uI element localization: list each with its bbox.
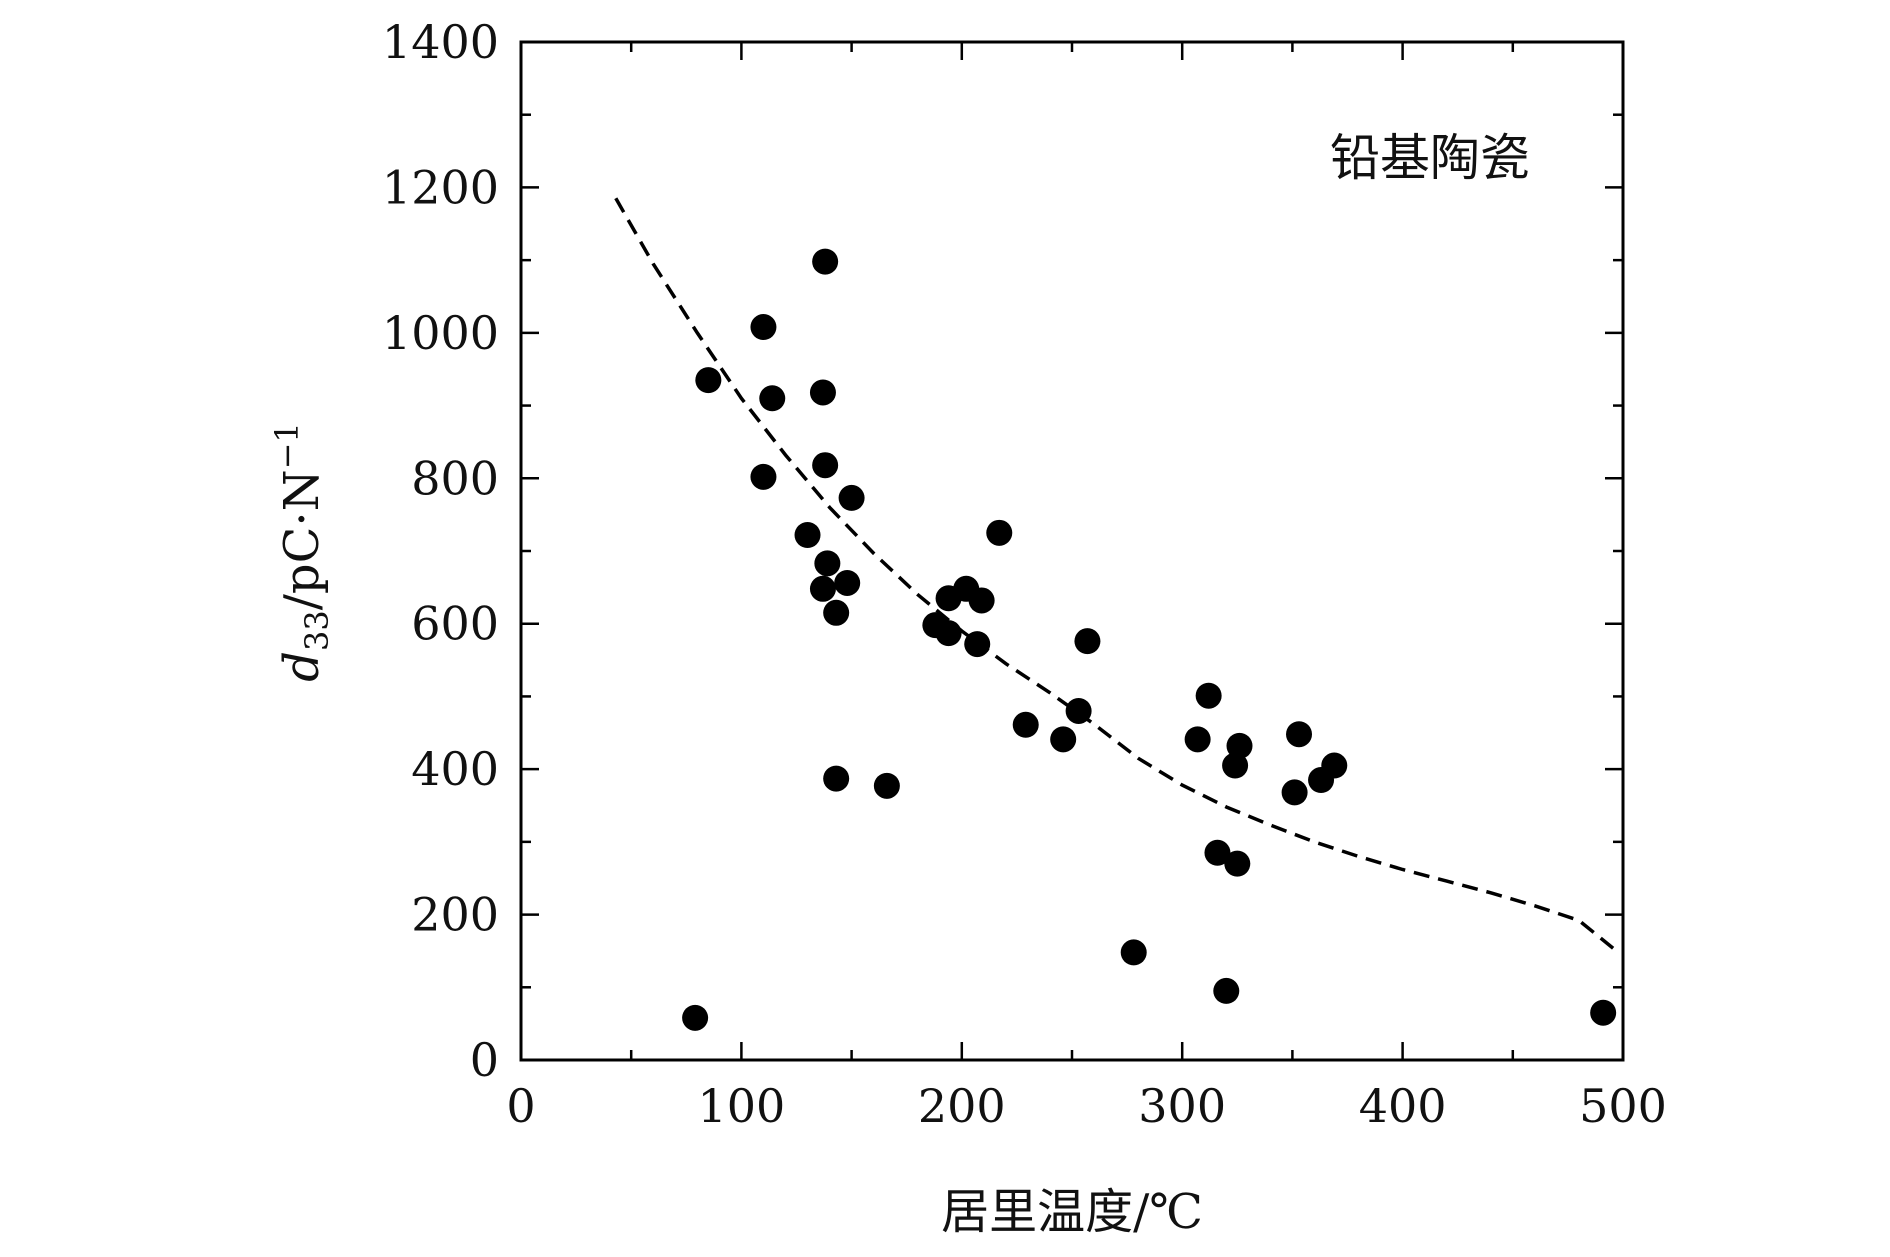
- plot-area-frame: [519, 40, 1625, 1062]
- ticks-layer: [519, 40, 1625, 1062]
- svg-text:d33/pC·N−1: d33/pC·N−1: [268, 422, 336, 682]
- data-point: [1012, 711, 1039, 738]
- data-point: [809, 379, 836, 406]
- data-point: [794, 522, 821, 549]
- y-tick-label: 400: [411, 742, 499, 796]
- data-point: [1204, 839, 1231, 866]
- data-point: [750, 463, 777, 490]
- data-point: [964, 631, 991, 658]
- data-point: [1590, 999, 1617, 1026]
- data-point: [1321, 752, 1348, 779]
- y-tick-label: 1000: [382, 306, 499, 360]
- y-tick-label: 800: [411, 451, 499, 505]
- y-axis-title-rest: /pC·N: [274, 469, 330, 610]
- data-point: [759, 385, 786, 412]
- x-tick-label: 300: [1138, 1079, 1226, 1133]
- tick-labels-layer: 0 100 200 300 400 500 0 200 400 600 800 1000 1200 140…: [382, 15, 1667, 1133]
- data-point: [1213, 977, 1240, 1004]
- x-axis-title: 居里温度/℃: [941, 1184, 1203, 1240]
- data-point: [823, 765, 850, 792]
- y-tick-label: 200: [411, 888, 499, 942]
- data-point: [935, 620, 962, 647]
- data-point: [1195, 682, 1222, 709]
- data-point: [1065, 697, 1092, 724]
- trend-line-dashed: [614, 197, 1618, 953]
- data-point: [823, 599, 850, 626]
- data-point: [812, 452, 839, 479]
- x-tick-label: 200: [918, 1079, 1006, 1133]
- x-tick-label: 0: [506, 1079, 535, 1133]
- x-tick-label: 100: [697, 1079, 785, 1133]
- data-point: [1184, 726, 1211, 753]
- y-axis-title-main: d: [274, 651, 330, 682]
- data-point: [838, 484, 865, 511]
- data-point: [1226, 732, 1253, 759]
- data-point: [809, 575, 836, 602]
- y-tick-label: 1400: [382, 15, 499, 69]
- data-point: [682, 1004, 709, 1031]
- data-point: [812, 248, 839, 275]
- y-tick-label: 1200: [382, 160, 499, 214]
- data-point: [1222, 752, 1249, 779]
- data-point: [750, 314, 777, 341]
- x-tick-label: 500: [1579, 1079, 1667, 1133]
- data-point: [1120, 939, 1147, 966]
- y-tick-label: 600: [411, 597, 499, 651]
- data-point: [695, 367, 722, 394]
- data-point: [834, 569, 861, 596]
- y-tick-label: 0: [470, 1033, 499, 1087]
- data-point: [1281, 779, 1308, 806]
- y-axis-title: d33/pC·N−1: [268, 422, 336, 682]
- data-point: [968, 587, 995, 614]
- data-point: [1286, 721, 1313, 748]
- data-point: [814, 550, 841, 577]
- data-point: [986, 519, 1013, 546]
- trend-layer: [614, 197, 1618, 953]
- data-point: [1224, 850, 1251, 877]
- points-layer: [682, 248, 1617, 1031]
- y-axis-title-sub: 33: [298, 610, 336, 651]
- y-axis-title-sup: −1: [268, 422, 306, 469]
- data-point: [873, 772, 900, 799]
- data-point: [1050, 726, 1077, 753]
- annotation-label: 铅基陶瓷: [1330, 129, 1530, 187]
- x-tick-label: 400: [1359, 1079, 1447, 1133]
- data-point: [1074, 628, 1101, 655]
